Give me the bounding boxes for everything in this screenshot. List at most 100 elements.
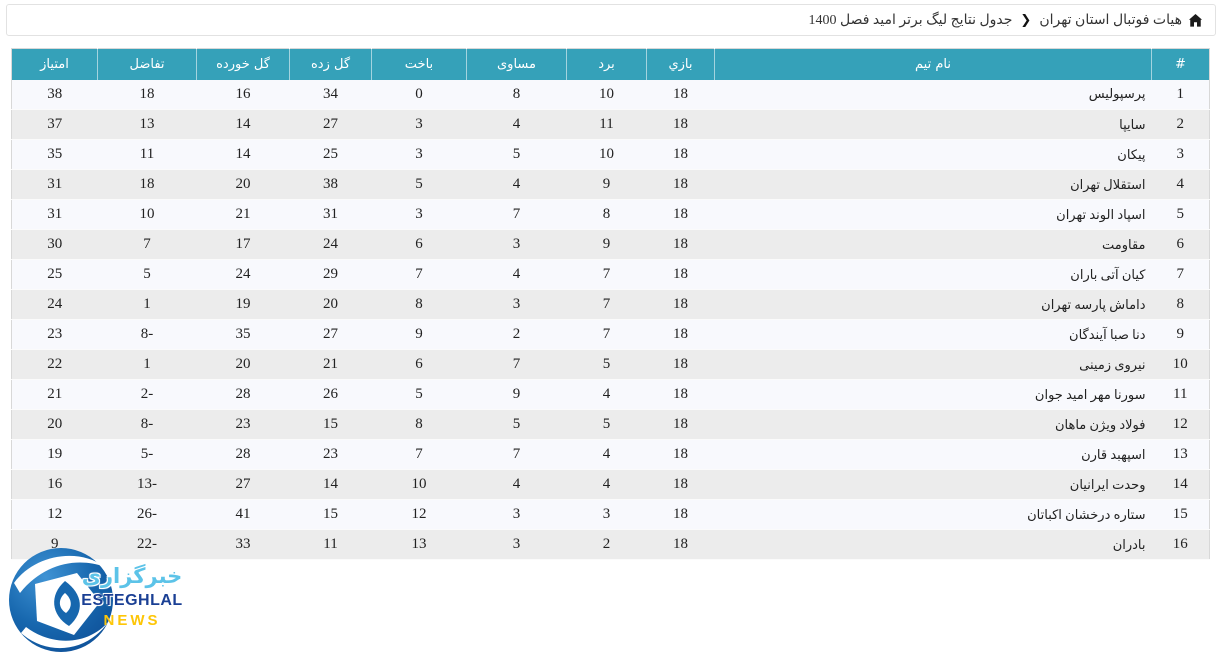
table-row: 3 پیکان 18 10 5 3 25 14 11 35 (11, 139, 1210, 170)
goals-against-cell: 24 (196, 259, 290, 290)
played-cell: 18 (646, 289, 715, 320)
watermark-agency-fa: خبرگزاری (81, 564, 183, 588)
table-row: 9 دنا صبا آیندگان 18 7 2 9 27 35 -8 23 (11, 319, 1210, 350)
wins-cell: 5 (566, 349, 647, 380)
table-row: 6 مقاومت 18 9 3 6 24 17 7 30 (11, 229, 1210, 260)
team-name-cell: ستاره درخشان اکباتان (714, 499, 1152, 530)
wins-cell: 2 (566, 529, 647, 560)
wins-cell: 5 (566, 409, 647, 440)
draws-cell: 5 (466, 139, 567, 170)
breadcrumb-parent-link[interactable]: هیات فوتبال استان تهران (1039, 12, 1182, 28)
table-row: 11 سورنا مهر امید جوان 18 4 9 5 26 28 -2 21 (11, 379, 1210, 410)
points-cell: 23 (11, 319, 98, 350)
points-cell: 21 (11, 379, 98, 410)
losses-cell: 3 (371, 199, 467, 230)
points-cell: 24 (11, 289, 98, 320)
points-cell: 38 (11, 79, 98, 110)
points-cell: 25 (11, 259, 98, 290)
wins-cell: 11 (566, 109, 647, 140)
team-name-cell: اسپاد الوند تهران (714, 199, 1152, 230)
rank-cell: 10 (1151, 349, 1210, 380)
goal-diff-cell: 5 (97, 259, 197, 290)
played-cell: 18 (646, 529, 715, 560)
losses-cell: 5 (371, 379, 467, 410)
draws-cell: 8 (466, 79, 567, 110)
losses-cell: 8 (371, 289, 467, 320)
goals-against-cell: 19 (196, 289, 290, 320)
col-header-goal-diff: تفاضل (97, 48, 197, 80)
goals-against-cell: 20 (196, 349, 290, 380)
goals-against-cell: 14 (196, 139, 290, 170)
table-row: 14 وحدت ایرانیان 18 4 4 10 14 27 -13 16 (11, 469, 1210, 500)
draws-cell: 3 (466, 499, 567, 530)
draws-cell: 4 (466, 259, 567, 290)
losses-cell: 6 (371, 349, 467, 380)
points-cell: 16 (11, 469, 98, 500)
home-icon[interactable] (1188, 13, 1203, 28)
league-table-body: 1 پرسپولیس 18 10 8 0 34 16 18 38 2 سایپا 18 11 4 3 27 14 1… (11, 79, 1210, 560)
wins-cell: 4 (566, 439, 647, 470)
team-name-cell: دنا صبا آیندگان (714, 319, 1152, 350)
rank-cell: 8 (1151, 289, 1210, 320)
rank-cell: 14 (1151, 469, 1210, 500)
goals-for-cell: 31 (289, 199, 372, 230)
draws-cell: 7 (466, 349, 567, 380)
draws-cell: 7 (466, 439, 567, 470)
wins-cell: 4 (566, 379, 647, 410)
table-row: 5 اسپاد الوند تهران 18 8 7 3 31 21 10 31 (11, 199, 1210, 230)
losses-cell: 13 (371, 529, 467, 560)
watermark-text: خبرگزاری ESTEGHLAL NEWS (80, 564, 184, 629)
draws-cell: 9 (466, 379, 567, 410)
points-cell: 20 (11, 409, 98, 440)
draws-cell: 4 (466, 169, 567, 200)
rank-cell: 15 (1151, 499, 1210, 530)
goals-against-cell: 27 (196, 469, 290, 500)
draws-cell: 3 (466, 229, 567, 260)
goal-diff-cell: -13 (97, 469, 197, 500)
draws-cell: 2 (466, 319, 567, 350)
watermark-news: NEWS (103, 611, 161, 629)
wins-cell: 10 (566, 139, 647, 170)
losses-cell: 7 (371, 439, 467, 470)
goals-for-cell: 15 (289, 499, 372, 530)
played-cell: 18 (646, 109, 715, 140)
goals-for-cell: 26 (289, 379, 372, 410)
rank-cell: 1 (1151, 79, 1210, 110)
losses-cell: 8 (371, 409, 467, 440)
losses-cell: 7 (371, 259, 467, 290)
played-cell: 18 (646, 139, 715, 170)
col-header-points: امتیاز (11, 48, 98, 80)
points-cell: 31 (11, 199, 98, 230)
goal-diff-cell: 18 (97, 169, 197, 200)
points-cell: 19 (11, 439, 98, 470)
team-name-cell: بادران (714, 529, 1152, 560)
team-name-cell: پیکان (714, 139, 1152, 170)
rank-cell: 6 (1151, 229, 1210, 260)
col-header-goals-against: گل خورده (196, 48, 290, 80)
col-header-draws: مساوی (466, 48, 567, 80)
goal-diff-cell: -5 (97, 439, 197, 470)
draws-cell: 3 (466, 289, 567, 320)
goal-diff-cell: -26 (97, 499, 197, 530)
points-cell: 12 (11, 499, 98, 530)
table-row: 2 سایپا 18 11 4 3 27 14 13 37 (11, 109, 1210, 140)
played-cell: 18 (646, 469, 715, 500)
goals-against-cell: 41 (196, 499, 290, 530)
rank-cell: 2 (1151, 109, 1210, 140)
goals-against-cell: 20 (196, 169, 290, 200)
goals-for-cell: 25 (289, 139, 372, 170)
col-header-rank: # (1151, 48, 1210, 80)
losses-cell: 12 (371, 499, 467, 530)
points-cell: 37 (11, 109, 98, 140)
team-name-cell: فولاد ویژن ماهان (714, 409, 1152, 440)
table-row: 4 استقلال تهران 18 9 4 5 38 20 18 31 (11, 169, 1210, 200)
header-row: # نام تیم بازي برد مساوی باخت گل زده گل خورده تف… (11, 48, 1210, 80)
goal-diff-cell: 7 (97, 229, 197, 260)
rank-cell: 4 (1151, 169, 1210, 200)
col-header-team-name: نام تیم (714, 48, 1152, 80)
goals-for-cell: 23 (289, 439, 372, 470)
league-table-wrap: # نام تیم بازي برد مساوی باخت گل زده گل خورده تف… (11, 48, 1210, 560)
goals-against-cell: 23 (196, 409, 290, 440)
goals-against-cell: 21 (196, 199, 290, 230)
league-table: # نام تیم بازي برد مساوی باخت گل زده گل خورده تف… (11, 48, 1210, 560)
